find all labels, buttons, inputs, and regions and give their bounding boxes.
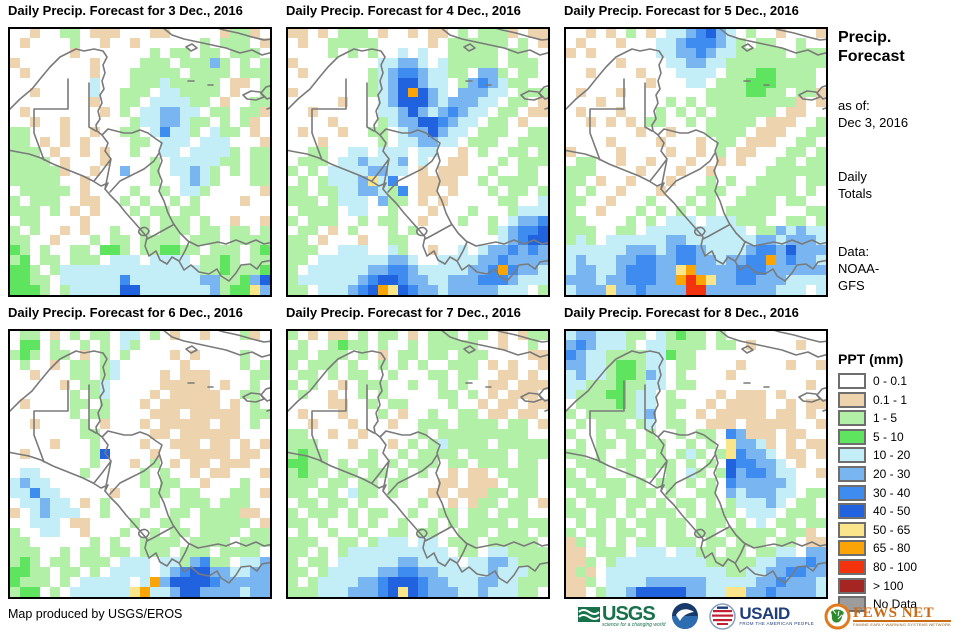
map-title: Daily Precip. Forecast for 7 Dec., 2016 [286, 305, 521, 320]
legend-swatch [838, 521, 866, 538]
legend-swatch [838, 447, 866, 464]
usaid-seal-icon [709, 602, 737, 630]
map-dec6 [8, 329, 272, 599]
legend-item: 30 - 40 [838, 484, 968, 501]
legend-swatch [838, 484, 866, 501]
legend-swatch [838, 410, 866, 427]
legend-swatch [838, 577, 866, 594]
fews-net-label: FEWS NET [853, 605, 952, 622]
legend-label: 30 - 40 [873, 485, 911, 500]
data-source-block: Data: NOAA- GFS [838, 243, 968, 294]
map-title: Daily Precip. Forecast for 8 Dec., 2016 [564, 305, 799, 320]
precip-grid-canvas [288, 331, 548, 597]
legend-label: 20 - 30 [873, 466, 911, 481]
map-dec7 [286, 329, 550, 599]
legend-item: > 100 [838, 577, 968, 594]
legend-item: 5 - 10 [838, 428, 968, 445]
coastline-overlay [566, 331, 826, 584]
legend-item: 40 - 50 [838, 503, 968, 520]
legend-item: 80 - 100 [838, 558, 968, 575]
legend-swatch [838, 540, 866, 557]
legend-swatch [838, 391, 866, 408]
map-dec8 [564, 329, 828, 599]
map-dec3 [8, 27, 272, 297]
coastline-overlay [288, 331, 548, 584]
map-dec4 [286, 27, 550, 297]
legend-item: No Data [838, 596, 968, 613]
usgs-wave-icon [578, 607, 600, 622]
legend-label: > 100 [873, 578, 904, 593]
fews-globe-icon [824, 603, 851, 629]
noaa-logo [671, 602, 699, 630]
as-of-label: as of: [838, 98, 870, 113]
map-dec5 [564, 27, 828, 297]
usgs-logo: USGS science for a changing world [578, 602, 666, 628]
data-source-line2: GFS [838, 278, 865, 293]
legend-swatch [838, 503, 866, 520]
data-label: Data: [838, 244, 870, 259]
precip-grid-canvas [566, 331, 826, 597]
legend-label: 0.1 - 1 [873, 392, 908, 407]
usgs-tagline: science for a changing world [602, 621, 666, 628]
totals-block: Daily Totals [838, 168, 968, 202]
coastline-overlay [10, 331, 270, 584]
data-source-line1: NOAA- [838, 261, 880, 276]
map-title: Daily Precip. Forecast for 6 Dec., 2016 [8, 305, 243, 320]
info-title-line1: Precip. [838, 29, 892, 46]
legend-title: PPT (mm) [838, 351, 904, 367]
legend-item: 65 - 80 [838, 540, 968, 557]
legend-item: 20 - 30 [838, 465, 968, 482]
legend-label: 65 - 80 [873, 541, 911, 556]
precip-grid-canvas [288, 29, 548, 295]
coastline-overlay [10, 29, 270, 282]
usgs-label: USGS [602, 602, 656, 625]
totals-line2: Totals [838, 186, 872, 201]
legend-item: 0.1 - 1 [838, 391, 968, 408]
fews-net-tagline: FAMINE EARLY WARNING SYSTEMS NETWORK [853, 621, 952, 627]
legend-label: 50 - 65 [873, 522, 911, 537]
as-of-block: as of: Dec 3, 2016 [838, 97, 968, 131]
legend-item: 0 - 0.1 [838, 373, 968, 389]
precip-grid-canvas [10, 331, 270, 597]
legend-items: 0 - 0.1 0.1 - 1 1 - 5 5 - 10 10 - 20 20 - 30 3… [838, 373, 968, 613]
legend-item: 50 - 65 [838, 521, 968, 538]
usaid-logo: USAID FROM THE AMERICAN PEOPLE [709, 602, 815, 630]
logo-strip: USGS science for a changing world USAID … [578, 599, 957, 633]
map-title: Daily Precip. Forecast for 5 Dec., 2016 [564, 3, 799, 18]
legend-swatch [838, 558, 866, 575]
map-title: Daily Precip. Forecast for 4 Dec., 2016 [286, 3, 521, 18]
info-title: Precip. Forecast [838, 28, 968, 66]
usaid-tagline: FROM THE AMERICAN PEOPLE [739, 621, 815, 626]
as-of-date: Dec 3, 2016 [838, 115, 909, 130]
coastline-overlay [288, 29, 548, 282]
legend-swatch [838, 465, 866, 482]
legend-item: 1 - 5 [838, 410, 968, 427]
coastline-overlay [566, 29, 826, 282]
legend-label: 40 - 50 [873, 504, 911, 519]
fews-net-logo: FEWS NET FAMINE EARLY WARNING SYSTEMS NE… [824, 603, 952, 630]
legend-label: 1 - 5 [873, 411, 898, 426]
totals-line1: Daily [838, 169, 867, 184]
usaid-label: USAID [739, 604, 790, 623]
legend-swatch [838, 373, 866, 389]
noaa-icon [672, 603, 699, 629]
map-title: Daily Precip. Forecast for 3 Dec., 2016 [8, 3, 243, 18]
info-title-line2: Forecast [838, 48, 905, 65]
legend: PPT (mm) 0 - 0.1 0.1 - 1 1 - 5 5 - 10 10 - 2… [838, 351, 968, 616]
map-credit: Map produced by USGS/EROS [8, 607, 183, 621]
info-column: Precip. Forecast [838, 28, 968, 66]
precip-grid-canvas [566, 29, 826, 295]
legend-label: 80 - 100 [873, 559, 918, 574]
legend-label: No Data [873, 597, 918, 612]
legend-label: 5 - 10 [873, 429, 904, 444]
legend-swatch [838, 428, 866, 445]
legend-label: 0 - 0.1 [873, 374, 908, 388]
legend-item: 10 - 20 [838, 447, 968, 464]
precip-grid-canvas [10, 29, 270, 295]
legend-label: 10 - 20 [873, 448, 911, 463]
